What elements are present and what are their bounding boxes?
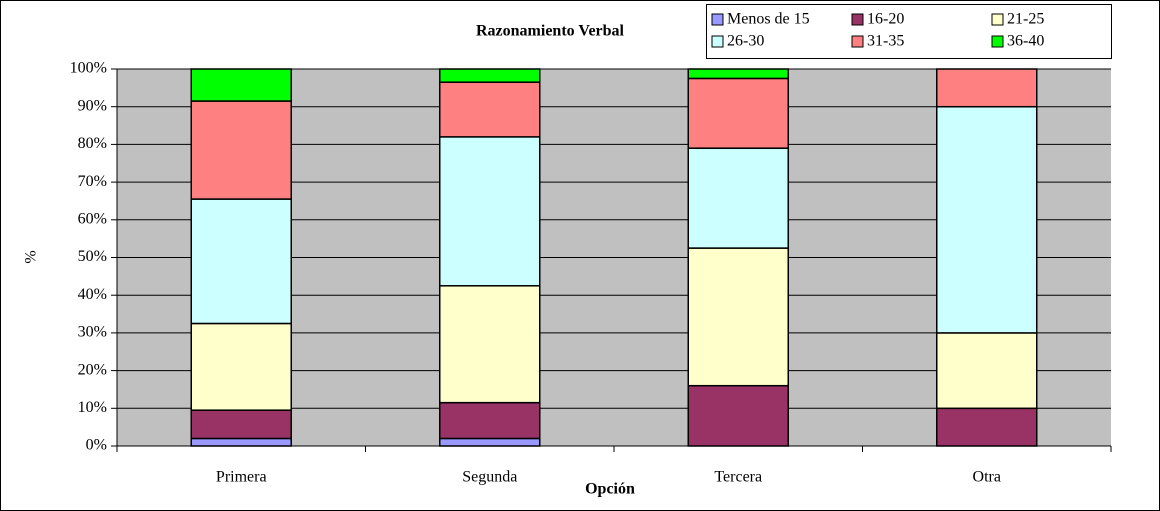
bar-segment [190, 437, 292, 447]
legend-swatch [711, 35, 724, 48]
bar-segment [687, 77, 789, 149]
bar-segment [687, 384, 789, 447]
bar-segment [190, 68, 292, 102]
bar-segment [687, 68, 789, 80]
x-axis-label: Opción [585, 481, 635, 498]
y-tick-label: 30% [78, 324, 107, 341]
x-tick-label: Otra [973, 469, 1001, 486]
bar-segment [936, 105, 1038, 334]
legend-label: 31-35 [867, 33, 904, 50]
legend-label: 16-20 [867, 11, 904, 28]
y-tick-label: 10% [78, 399, 107, 416]
bar-segment [439, 68, 541, 83]
legend-swatch [991, 35, 1004, 48]
legend-swatch [711, 13, 724, 26]
y-tick-label: 0% [86, 437, 107, 454]
bar-segment [936, 332, 1038, 410]
bar-segment [190, 322, 292, 411]
legend-label: 36-40 [1007, 33, 1044, 50]
legend-swatch [851, 35, 864, 48]
x-tick-label: Tercera [714, 469, 762, 486]
bar-segment [439, 81, 541, 138]
y-tick-label: 100% [70, 60, 107, 77]
y-tick-label: 90% [78, 97, 107, 114]
x-tick-label: Segunda [462, 469, 517, 486]
y-tick-label: 80% [78, 135, 107, 152]
bar-segment [936, 68, 1038, 108]
bar-segment [936, 407, 1038, 447]
bar-segment [190, 198, 292, 325]
bar-segment [190, 100, 292, 200]
y-tick-label: 70% [78, 173, 107, 190]
bar-segment [687, 247, 789, 387]
legend-swatch [991, 13, 1004, 26]
bar-segment [439, 401, 541, 440]
y-tick-label: 20% [78, 361, 107, 378]
y-tick-label: 40% [78, 286, 107, 303]
bar-segment [687, 147, 789, 249]
y-tick-label: 50% [78, 248, 107, 265]
legend-label: Menos de 15 [727, 11, 810, 28]
legend-label: 26-30 [727, 33, 764, 50]
legend-box [706, 4, 1112, 59]
bar-segment [439, 437, 541, 447]
bar-segment [190, 409, 292, 440]
y-tick-label: 60% [78, 210, 107, 227]
x-tick-label: Primera [216, 469, 267, 486]
bar-segment [439, 136, 541, 287]
bar-segment [439, 285, 541, 404]
chart-title: Razonamiento Verbal [476, 23, 625, 40]
legend-label: 21-25 [1007, 11, 1044, 28]
y-axis-label: % [23, 250, 40, 263]
legend-swatch [851, 13, 864, 26]
